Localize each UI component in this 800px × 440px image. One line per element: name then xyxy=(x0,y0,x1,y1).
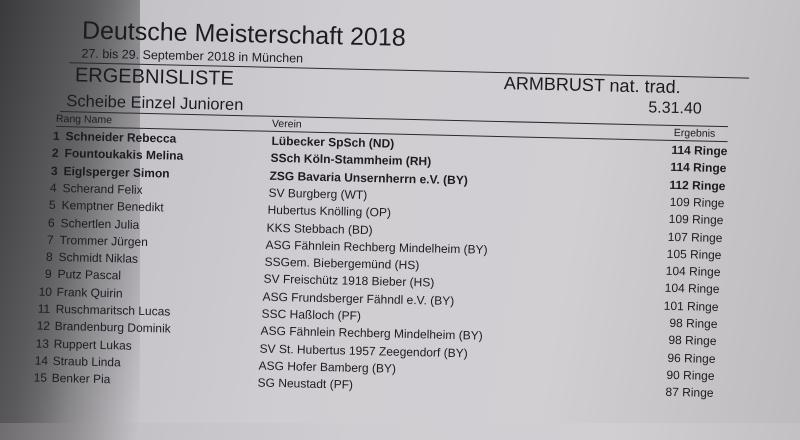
cell-name: Brandenburg Dominik xyxy=(54,319,171,336)
divider xyxy=(60,111,728,128)
cell-name: Schertlen Julia xyxy=(60,215,140,232)
column-name: Name xyxy=(83,113,113,127)
cell-club: SSGem. Biebergemünd (HS) xyxy=(264,254,420,273)
cell-rank: 12 xyxy=(36,318,51,334)
cell-rank: 6 xyxy=(47,215,55,230)
cell-rank: 3 xyxy=(50,163,58,178)
column-result: Ergebnis xyxy=(673,126,716,140)
cell-result: 109 Ringe xyxy=(669,194,725,211)
cell-name: Straub Linda xyxy=(52,353,121,370)
cell-club: SSC Haßloch (PF) xyxy=(261,306,362,323)
cell-rank: 15 xyxy=(33,370,48,385)
cell-result: 104 Ringe xyxy=(664,281,720,297)
list-title: ERGEBNISLISTE xyxy=(74,64,235,90)
results-table: 1 Schneider Rebecca Lübecker SpSch (ND) 114… xyxy=(1,0,800,400)
cell-club: KKS Stebbach (BD) xyxy=(266,220,373,237)
cell-name: Ruppert Lukas xyxy=(53,336,132,353)
cell-result: 114 Ringe xyxy=(671,142,728,159)
cell-result: 98 Ringe xyxy=(669,315,718,331)
cell-club: SSch Köln-Stammheim (RH) xyxy=(270,151,432,169)
cell-rank: 11 xyxy=(37,301,51,316)
cell-result: 105 Ringe xyxy=(666,246,722,262)
cell-rank: 13 xyxy=(35,336,50,351)
cell-club: Lübecker SpSch (ND) xyxy=(271,133,395,151)
cell-rank: 2 xyxy=(51,146,59,161)
cell-name: Eiglsperger Simon xyxy=(63,163,170,181)
cell-result: 96 Ringe xyxy=(667,350,716,366)
discipline: ARMBRUST nat. trad. xyxy=(503,73,681,98)
cell-rank: 10 xyxy=(38,284,53,299)
cell-name: Ruschmaritsch Lucas xyxy=(55,301,171,319)
cell-result: 104 Ringe xyxy=(665,263,721,280)
cell-rank: 9 xyxy=(44,267,52,282)
cell-name: Schmidt Niklas xyxy=(58,250,139,266)
cell-result: 107 Ringe xyxy=(667,229,723,245)
cell-result: 90 Ringe xyxy=(666,367,715,383)
cell-club: SV Burgberg (WT) xyxy=(268,185,368,202)
column-rank: Rang xyxy=(55,112,82,126)
cell-club: SG Neustadt (PF) xyxy=(257,375,354,392)
cell-club: SV Freischütz 1918 Bieber (HS) xyxy=(263,272,435,290)
cell-name: Putz Pascal xyxy=(57,267,122,283)
cell-name: Benker Pia xyxy=(51,371,111,387)
event-code: 5.31.40 xyxy=(648,99,702,118)
cell-rank: 5 xyxy=(48,197,56,213)
cell-rank: 8 xyxy=(45,249,53,264)
cell-rank: 14 xyxy=(34,353,49,368)
cell-result: 114 Ringe xyxy=(670,160,727,176)
cell-club: ASG Hofer Bamberg (BY) xyxy=(258,358,397,376)
cell-name: Trommer Jürgen xyxy=(59,232,149,249)
cell-result: 87 Ringe xyxy=(665,385,714,401)
cell-result: 101 Ringe xyxy=(663,298,719,314)
column-club: Verein xyxy=(271,117,302,131)
cell-result: 109 Ringe xyxy=(668,212,724,228)
cell-club: Hubertus Knölling (OP) xyxy=(267,202,392,220)
cell-rank: 4 xyxy=(49,180,57,195)
cell-club: ASG Frundsberger Fähndl e.V. (BY) xyxy=(262,289,455,308)
cell-rank: 1 xyxy=(52,128,60,144)
cell-name: Schneider Rebecca xyxy=(65,129,177,146)
cell-name: Kemptner Benedikt xyxy=(61,198,164,215)
page-shadow xyxy=(0,0,140,423)
cell-name: Scherand Felix xyxy=(62,180,143,197)
cell-result: 112 Ringe xyxy=(669,177,726,193)
cell-rank: 7 xyxy=(46,232,54,247)
cell-name: Frank Quirin xyxy=(56,284,123,301)
cell-name: Fountoukakis Melina xyxy=(64,146,184,164)
cell-result: 98 Ringe xyxy=(668,333,717,349)
